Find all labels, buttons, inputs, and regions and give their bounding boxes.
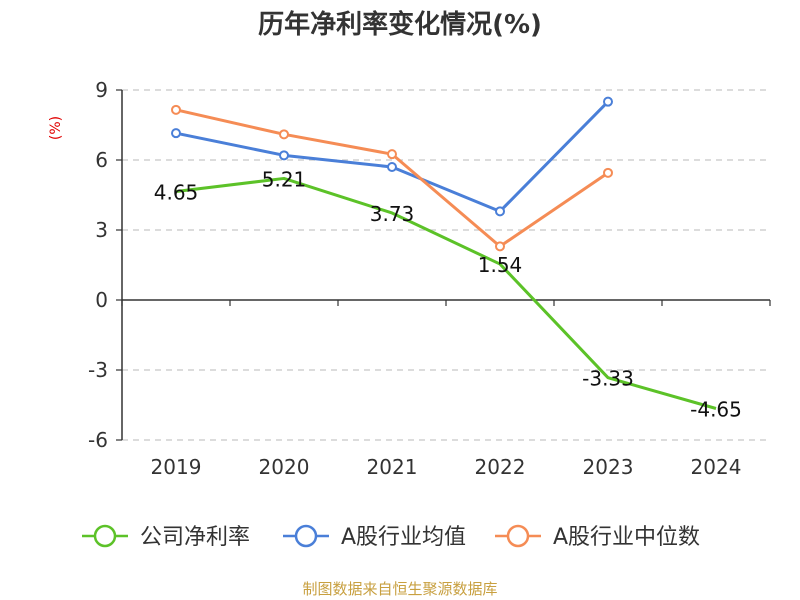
legend-label-1: A股行业均值	[341, 525, 466, 550]
x-tick-label: 2020	[259, 455, 310, 479]
x-tick-label: 2021	[367, 455, 418, 479]
y-tick-labels: 9 6 3 0 -3 -6	[88, 78, 108, 452]
series-point-1	[603, 96, 613, 107]
legend-marker-1	[294, 524, 318, 548]
series-point-1	[387, 162, 397, 172]
x-tick-label: 2019	[151, 455, 202, 479]
legend-marker-0	[93, 524, 117, 548]
source-note: 制图数据来自恒生聚源数据库	[302, 580, 497, 598]
x-tick-label: 2023	[583, 455, 634, 479]
series-point-1	[279, 150, 289, 161]
series-line-0	[175, 176, 717, 410]
y-tick-label: 9	[95, 78, 108, 102]
data-label: 1.54	[478, 253, 523, 277]
y-tick-label: -3	[88, 358, 108, 382]
data-label: 3.73	[370, 202, 415, 226]
grid-lines	[122, 89, 770, 441]
y-axis-unit: (%)	[48, 116, 64, 140]
data-label: 5.21	[262, 167, 307, 191]
data-label: 4.65	[154, 181, 199, 205]
legend: 公司净利率 A股行业均值 A股行业中位数	[82, 524, 700, 550]
y-tick-label: 6	[95, 148, 108, 172]
data-labels: 4.65 5.21 3.73 1.54 -3.33 -4.65	[154, 167, 742, 421]
legend-label-0: 公司净利率	[140, 525, 250, 550]
legend-marker-2	[506, 524, 530, 548]
series-point-2	[171, 104, 181, 115]
y-tick-label: 3	[95, 218, 108, 242]
chart-title: 历年净利率变化情况(%)	[258, 9, 542, 40]
series-point-1	[171, 128, 181, 139]
y-tick-label: -6	[88, 428, 108, 452]
x-tick-label: 2024	[691, 455, 742, 479]
legend-label-2: A股行业中位数	[553, 525, 700, 550]
axes	[116, 89, 771, 441]
series-point-2	[603, 167, 613, 178]
data-label: -4.65	[690, 398, 742, 422]
series-point-1	[495, 206, 505, 217]
series-point-2	[387, 149, 397, 160]
x-tick-label: 2022	[475, 455, 526, 479]
data-label: -3.33	[582, 367, 634, 391]
series-point-2	[279, 129, 289, 140]
series-group	[171, 96, 717, 410]
y-tick-label: 0	[95, 288, 108, 312]
series-point-2	[495, 241, 505, 252]
x-tick-labels: 2019 2020 2021 2022 2023 2024	[151, 455, 742, 479]
